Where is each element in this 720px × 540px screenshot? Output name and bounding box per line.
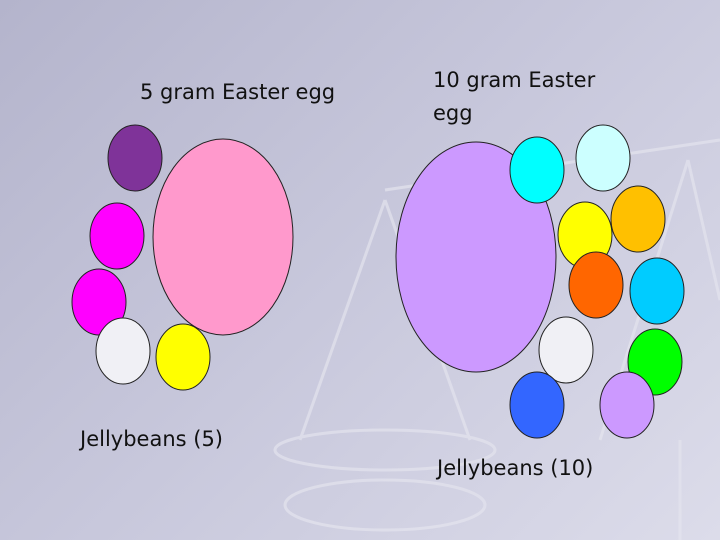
right-title: 10 gram Easter egg (433, 68, 596, 125)
jellybean (107, 124, 163, 192)
right-caption: Jellybeans (10) (437, 456, 594, 480)
jellybean (629, 257, 685, 325)
jellybean (575, 124, 631, 192)
large-egg (152, 138, 294, 336)
jellybean (89, 202, 145, 270)
jellybean (610, 185, 666, 253)
left-title: 5 gram Easter egg (140, 80, 336, 104)
jellybean (568, 251, 624, 319)
right-group (395, 124, 685, 439)
jellybean (509, 371, 565, 439)
left-caption: Jellybeans (5) (80, 427, 224, 451)
left-group (71, 124, 294, 391)
jellybean (95, 317, 151, 385)
jellybean (599, 371, 655, 439)
jellybean (509, 136, 565, 204)
jellybean (155, 323, 211, 391)
jellybean (538, 316, 594, 384)
large-egg (395, 141, 557, 373)
